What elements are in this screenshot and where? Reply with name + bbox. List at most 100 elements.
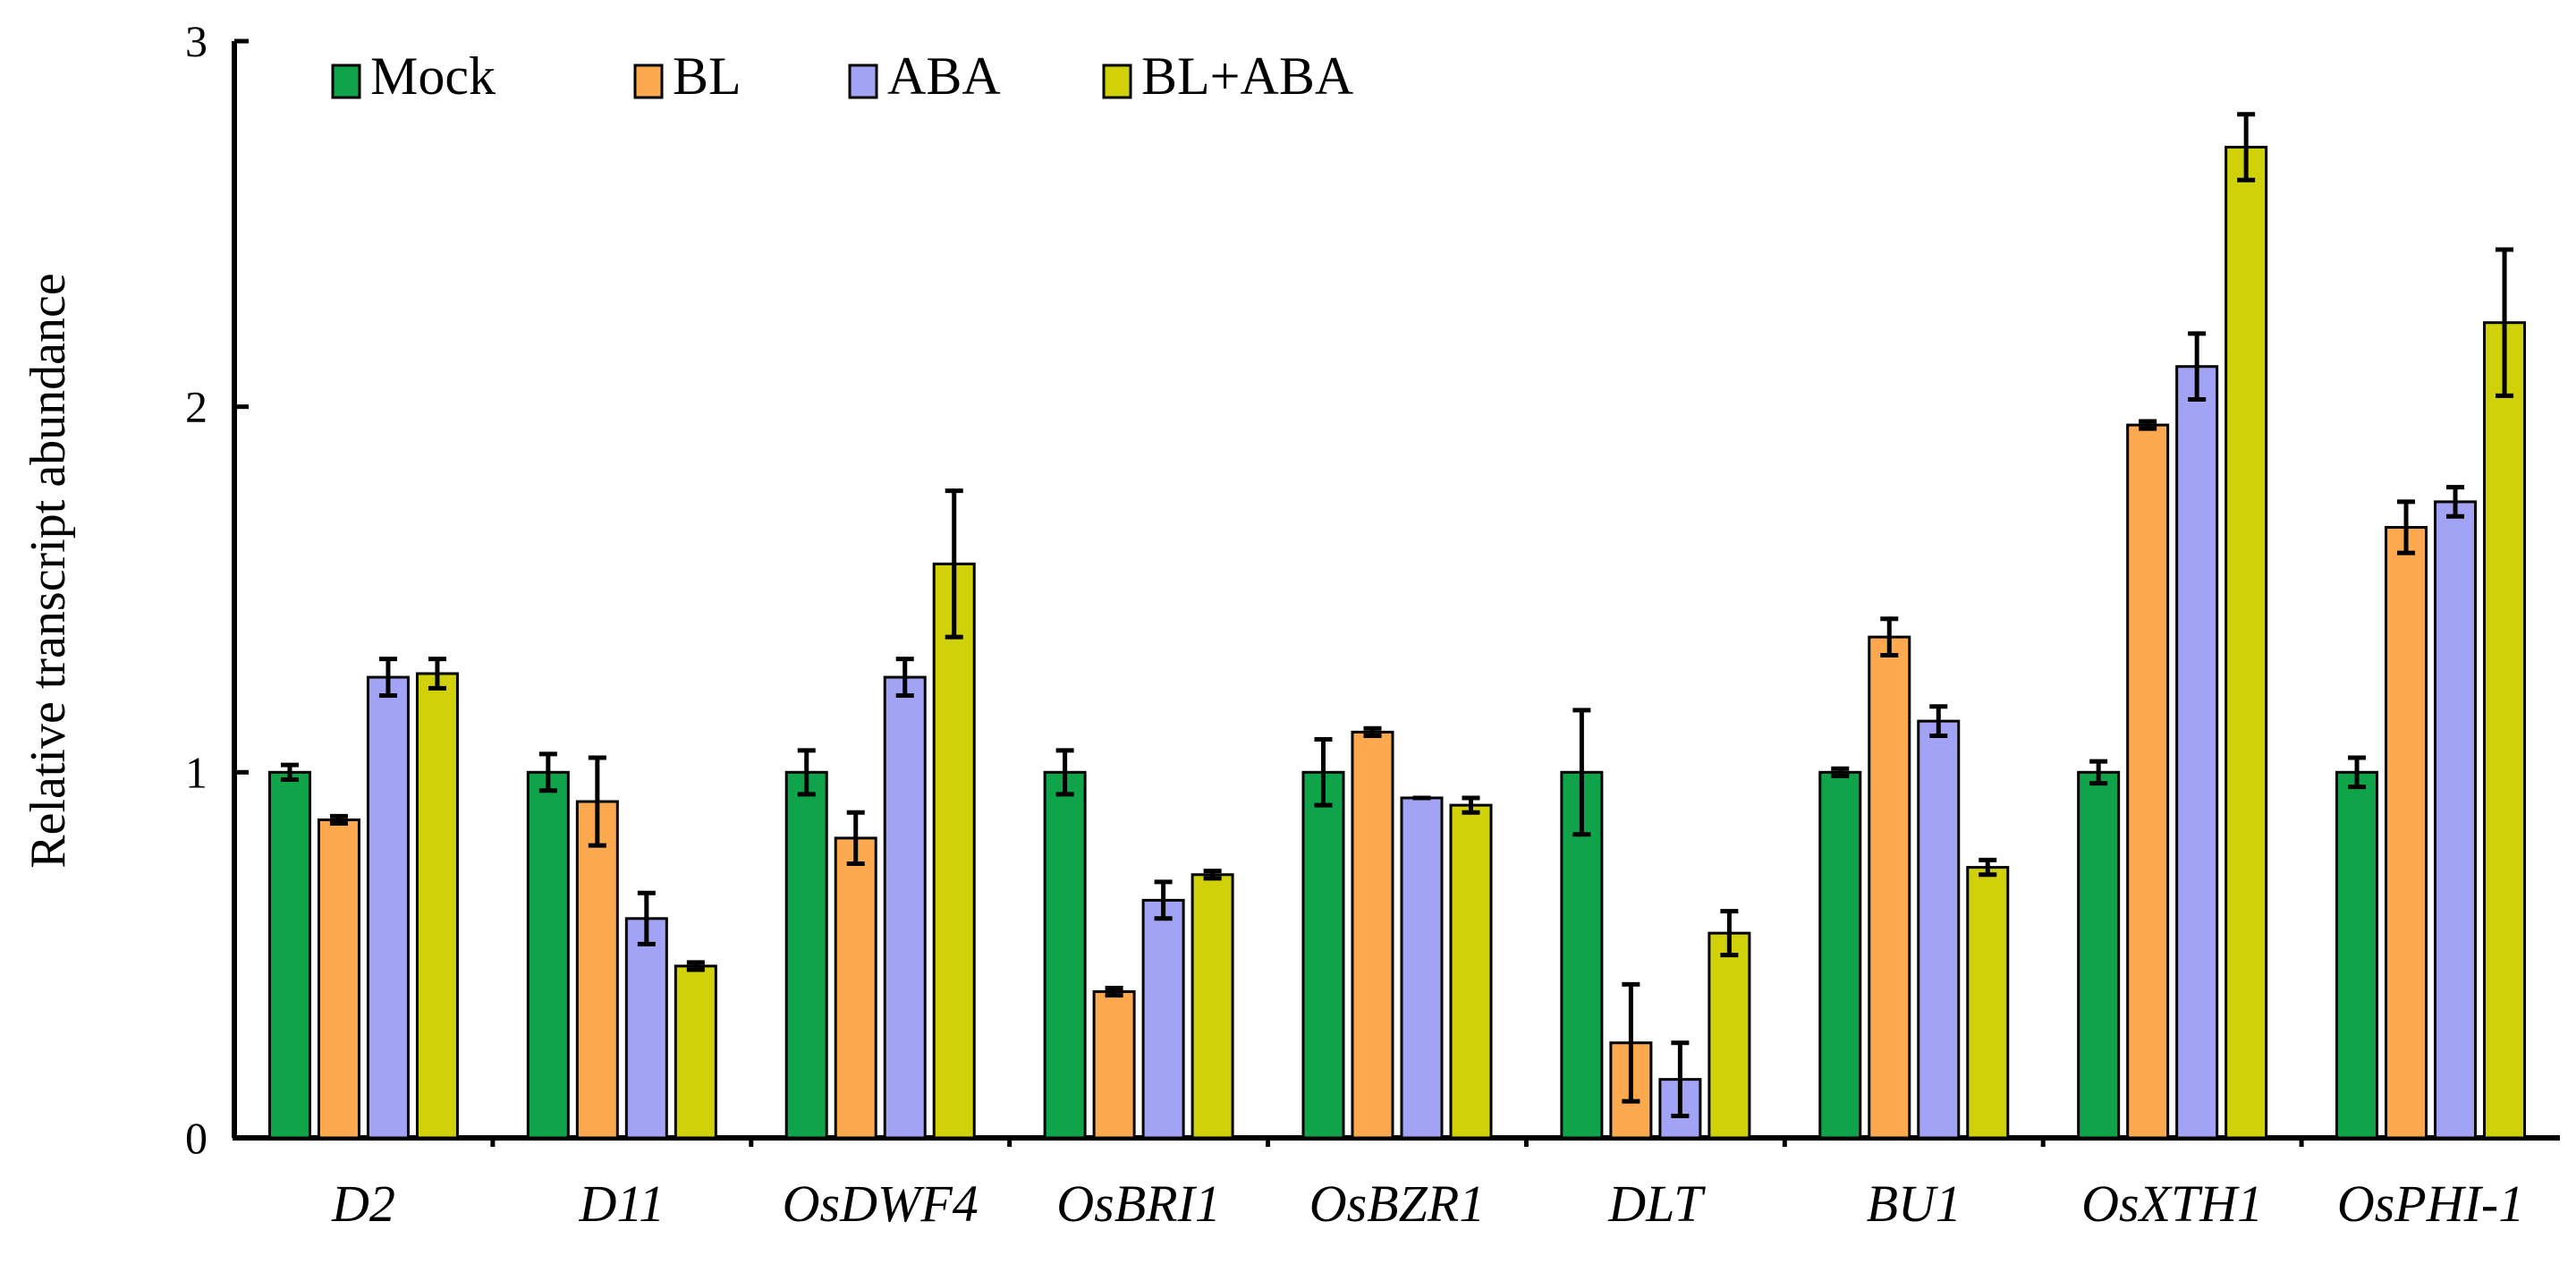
bar-d2-aba — [366, 675, 410, 1140]
bar-d11-bl-aba — [674, 964, 717, 1140]
category-label-d11: D11 — [579, 1175, 665, 1233]
bar-osdwf4-bl — [834, 836, 877, 1140]
bar-dlt-mock — [1560, 770, 1604, 1140]
category-label-bu1: BU1 — [1867, 1175, 1962, 1233]
bar-osbzr1-aba — [1400, 796, 1444, 1140]
bar-bu1-bl-aba — [1966, 866, 2010, 1140]
y-tick-label-3: 3 — [185, 16, 208, 66]
legend-swatch-bl-aba — [1102, 64, 1132, 99]
bars — [267, 146, 2527, 1140]
y-tick-label-2: 2 — [185, 382, 208, 432]
y-tick-label-0: 0 — [185, 1113, 208, 1163]
error-bar-d2-bl-aba — [428, 657, 446, 691]
error-bar-bu1-mock — [1831, 766, 1850, 778]
x-axis — [233, 1135, 2560, 1147]
error-bar-bu1-aba — [1929, 704, 1948, 738]
bar-d2-bl — [317, 818, 360, 1140]
error-bar-d2-mock — [280, 762, 299, 783]
error-bar-bu1-bl-aba — [1979, 857, 1997, 878]
bar-osphi-1-mock — [2335, 770, 2379, 1140]
error-bar-osbri1-bl — [1105, 985, 1123, 998]
bar-bu1-mock — [1818, 770, 1862, 1140]
bar-bu1-bl — [1868, 635, 1911, 1140]
bar-osbri1-aba — [1141, 898, 1185, 1140]
bar-osbzr1-bl-aba — [1449, 803, 1493, 1140]
bar-osxth1-bl — [2126, 423, 2170, 1140]
category-label-d2: D2 — [331, 1175, 395, 1233]
bar-osdwf4-bl-aba — [932, 562, 976, 1140]
bar-osphi-1-aba — [2434, 500, 2478, 1140]
error-bar-osxth1-aba — [2188, 331, 2207, 402]
bar-osxth1-bl-aba — [2224, 146, 2268, 1140]
legend-label-bl: BL — [673, 47, 741, 106]
bar-d2-bl-aba — [415, 672, 459, 1140]
error-bar-osbri1-mock — [1055, 748, 1074, 797]
y-axis-title: Relative transcript abundance — [21, 273, 76, 869]
bar-osbzr1-bl — [1351, 730, 1394, 1140]
error-bar-osxth1-bl-aba — [2237, 112, 2256, 182]
error-bar-osdwf4-bl-aba — [945, 488, 963, 640]
error-bar-osdwf4-mock — [797, 748, 816, 797]
legend: Mock BL ABA BL+ABA — [331, 47, 1353, 106]
error-bar-osdwf4-bl — [846, 810, 865, 866]
error-bar-osbri1-aba — [1154, 879, 1173, 921]
legend-swatch-aba — [848, 64, 878, 99]
legend-label-mock: Mock — [370, 47, 496, 106]
error-bar-d11-bl — [588, 755, 606, 848]
category-label-osphi-1: OsPHI-1 — [2337, 1175, 2524, 1233]
error-bar-osxth1-bl — [2139, 419, 2157, 431]
bar-osphi-1-bl — [2385, 526, 2428, 1140]
bar-osxth1-aba — [2175, 365, 2219, 1140]
legend-label-aba: ABA — [887, 47, 1001, 106]
bar-osphi-1-bl-aba — [2483, 321, 2527, 1140]
bar-osbri1-bl — [1092, 990, 1136, 1140]
bar-bu1-aba — [1917, 719, 1961, 1140]
error-bar-d11-aba — [637, 890, 656, 946]
bar-osbzr1-mock — [1301, 770, 1345, 1140]
bar-osxth1-mock — [2077, 770, 2121, 1140]
legend-swatch-bl — [633, 64, 664, 99]
bar-d11-bl — [575, 800, 619, 1140]
bar-osdwf4-aba — [883, 675, 927, 1140]
error-bar-osphi-1-bl-aba — [2496, 247, 2514, 398]
error-bar-osphi-1-mock — [2348, 755, 2367, 790]
legend-item-bl-aba: BL+ABA — [1102, 47, 1353, 106]
error-bar-osphi-1-bl — [2397, 499, 2416, 556]
error-bar-d2-bl — [329, 813, 348, 827]
bar-d11-aba — [624, 917, 668, 1140]
category-label-osxth1: OsXTH1 — [2081, 1175, 2263, 1233]
bar-d11-mock — [526, 770, 570, 1140]
error-bar-osphi-1-aba — [2446, 485, 2465, 519]
y-tick-label-1: 1 — [185, 747, 208, 797]
error-bar-dlt-aba — [1671, 1040, 1690, 1118]
error-bar-bu1-bl — [1880, 616, 1899, 658]
category-label-osbri1: OsBRI1 — [1056, 1175, 1221, 1233]
error-bar-d2-aba — [378, 657, 397, 699]
error-bar-osbzr1-mock — [1314, 737, 1333, 808]
error-bar-d11-mock — [538, 751, 557, 793]
category-label-osdwf4: OsDWF4 — [783, 1175, 979, 1233]
error-bar-d11-bl-aba — [686, 960, 705, 972]
bar-osbri1-bl-aba — [1191, 873, 1234, 1140]
error-bar-osbzr1-bl — [1363, 725, 1382, 738]
error-bars — [280, 112, 2514, 1118]
legend-item-aba: ABA — [848, 47, 1001, 106]
error-bar-dlt-mock — [1572, 708, 1591, 837]
error-bar-dlt-bl — [1622, 981, 1640, 1104]
error-bar-osbzr1-bl-aba — [1462, 795, 1480, 815]
legend-swatch-mock — [331, 64, 361, 99]
error-bar-osbri1-bl-aba — [1203, 869, 1222, 881]
legend-item-mock: Mock — [331, 47, 496, 106]
bar-osbri1-mock — [1043, 770, 1087, 1140]
category-label-osbzr1: OsBZR1 — [1309, 1175, 1486, 1233]
legend-item-bl: BL — [633, 47, 741, 106]
legend-label-bl-aba: BL+ABA — [1141, 47, 1353, 106]
category-labels: D2 D11 OsDWF4 OsBRI1 OsBZR1 DLT BU1 OsXTH1 OsPHI… — [331, 1175, 2524, 1233]
error-bar-dlt-bl-aba — [1720, 909, 1739, 958]
category-label-dlt: DLT — [1607, 1175, 1706, 1233]
error-bar-osxth1-mock — [2089, 759, 2108, 786]
bar-dlt-bl-aba — [1707, 931, 1751, 1140]
y-axis: 0 1 2 3 — [185, 16, 249, 1163]
